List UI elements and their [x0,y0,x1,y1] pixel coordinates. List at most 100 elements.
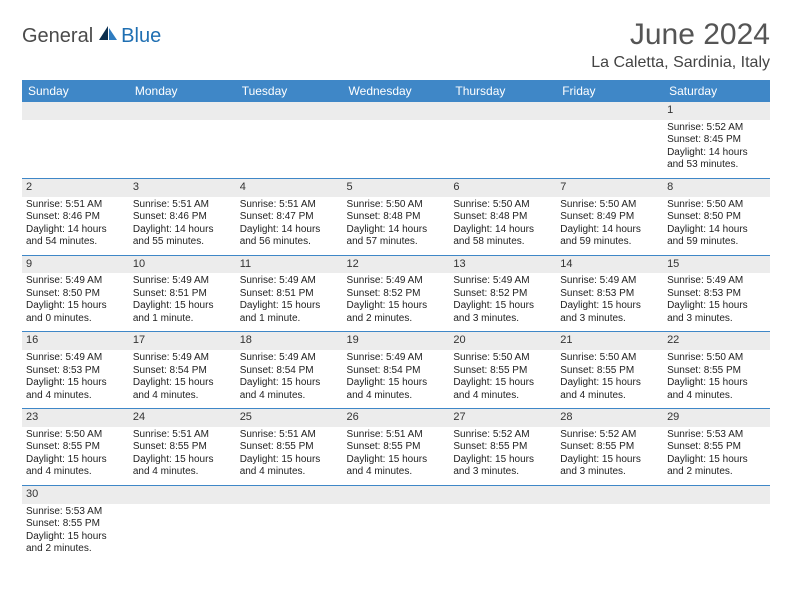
sunset-text: Sunset: 8:53 PM [26,365,125,378]
sunrise-text: Sunrise: 5:50 AM [453,199,552,212]
day-info-cell: Sunrise: 5:51 AMSunset: 8:47 PMDaylight:… [236,197,343,256]
sunrise-text: Sunrise: 5:50 AM [667,199,766,212]
sunset-text: Sunset: 8:55 PM [26,441,125,454]
day-info-cell: Sunrise: 5:51 AMSunset: 8:46 PMDaylight:… [129,197,236,256]
sunset-text: Sunset: 8:51 PM [240,288,339,301]
sunset-text: Sunset: 8:55 PM [667,441,766,454]
day-number-row: 16171819202122 [22,332,770,350]
day-info-cell: Sunrise: 5:51 AMSunset: 8:46 PMDaylight:… [22,197,129,256]
daylight-text: Daylight: 15 hours and 3 minutes. [453,454,552,479]
weekday-header: Monday [129,80,236,102]
weekday-header: Saturday [663,80,770,102]
daylight-text: Daylight: 15 hours and 4 minutes. [133,377,232,402]
day-number-cell: 8 [663,178,770,196]
calendar-table: Sunday Monday Tuesday Wednesday Thursday… [22,80,770,562]
day-info-row: Sunrise: 5:49 AMSunset: 8:53 PMDaylight:… [22,350,770,409]
day-number-cell: 27 [449,409,556,427]
day-number-cell: 16 [22,332,129,350]
daylight-text: Daylight: 15 hours and 4 minutes. [347,454,446,479]
sunset-text: Sunset: 8:55 PM [560,365,659,378]
day-info-cell: Sunrise: 5:49 AMSunset: 8:54 PMDaylight:… [343,350,450,409]
sunset-text: Sunset: 8:55 PM [26,518,125,531]
day-number-cell: 13 [449,255,556,273]
weekday-header-row: Sunday Monday Tuesday Wednesday Thursday… [22,80,770,102]
sunset-text: Sunset: 8:49 PM [560,211,659,224]
day-info-cell [129,504,236,562]
sunset-text: Sunset: 8:54 PM [133,365,232,378]
location: La Caletta, Sardinia, Italy [591,54,770,72]
day-number-cell: 22 [663,332,770,350]
sunset-text: Sunset: 8:52 PM [347,288,446,301]
day-number-cell: 6 [449,178,556,196]
sunrise-text: Sunrise: 5:52 AM [560,429,659,442]
day-info-cell: Sunrise: 5:51 AMSunset: 8:55 PMDaylight:… [343,427,450,486]
daylight-text: Daylight: 14 hours and 59 minutes. [560,224,659,249]
day-info-cell: Sunrise: 5:50 AMSunset: 8:49 PMDaylight:… [556,197,663,256]
day-info-cell: Sunrise: 5:49 AMSunset: 8:50 PMDaylight:… [22,273,129,332]
day-info-row: Sunrise: 5:50 AMSunset: 8:55 PMDaylight:… [22,427,770,486]
day-info-row: Sunrise: 5:51 AMSunset: 8:46 PMDaylight:… [22,197,770,256]
sunset-text: Sunset: 8:48 PM [347,211,446,224]
day-info-cell [556,120,663,179]
day-number-cell [236,102,343,120]
day-number-cell: 14 [556,255,663,273]
day-info-cell [449,504,556,562]
daylight-text: Daylight: 15 hours and 3 minutes. [667,300,766,325]
day-info-cell: Sunrise: 5:49 AMSunset: 8:51 PMDaylight:… [129,273,236,332]
sunset-text: Sunset: 8:53 PM [560,288,659,301]
sunrise-text: Sunrise: 5:49 AM [133,352,232,365]
sunset-text: Sunset: 8:47 PM [240,211,339,224]
daylight-text: Daylight: 14 hours and 55 minutes. [133,224,232,249]
sunset-text: Sunset: 8:53 PM [667,288,766,301]
sunset-text: Sunset: 8:45 PM [667,134,766,147]
weekday-header: Thursday [449,80,556,102]
day-info-cell: Sunrise: 5:49 AMSunset: 8:52 PMDaylight:… [343,273,450,332]
sunrise-text: Sunrise: 5:52 AM [667,122,766,135]
daylight-text: Daylight: 15 hours and 2 minutes. [667,454,766,479]
weekday-header: Wednesday [343,80,450,102]
day-info-cell [236,120,343,179]
sunset-text: Sunset: 8:55 PM [453,365,552,378]
day-number-cell: 23 [22,409,129,427]
sunrise-text: Sunrise: 5:50 AM [347,199,446,212]
month-title: June 2024 [591,18,770,52]
day-info-cell: Sunrise: 5:49 AMSunset: 8:54 PMDaylight:… [236,350,343,409]
day-info-cell [129,120,236,179]
day-info-cell [556,504,663,562]
daylight-text: Daylight: 15 hours and 3 minutes. [453,300,552,325]
sunset-text: Sunset: 8:54 PM [347,365,446,378]
sunrise-text: Sunrise: 5:50 AM [560,199,659,212]
day-number-cell: 29 [663,409,770,427]
day-number-cell [343,102,450,120]
day-number-cell: 10 [129,255,236,273]
day-info-cell: Sunrise: 5:50 AMSunset: 8:48 PMDaylight:… [449,197,556,256]
day-number-cell: 26 [343,409,450,427]
sunset-text: Sunset: 8:46 PM [133,211,232,224]
day-number-cell [556,102,663,120]
day-number-cell [663,485,770,503]
day-info-cell: Sunrise: 5:49 AMSunset: 8:53 PMDaylight:… [22,350,129,409]
day-info-cell: Sunrise: 5:49 AMSunset: 8:53 PMDaylight:… [663,273,770,332]
day-info-cell: Sunrise: 5:52 AMSunset: 8:55 PMDaylight:… [449,427,556,486]
day-info-cell: Sunrise: 5:49 AMSunset: 8:52 PMDaylight:… [449,273,556,332]
sunrise-text: Sunrise: 5:49 AM [26,275,125,288]
sunset-text: Sunset: 8:55 PM [667,365,766,378]
day-info-cell: Sunrise: 5:49 AMSunset: 8:51 PMDaylight:… [236,273,343,332]
sunrise-text: Sunrise: 5:51 AM [133,199,232,212]
daylight-text: Daylight: 15 hours and 4 minutes. [453,377,552,402]
sunrise-text: Sunrise: 5:52 AM [453,429,552,442]
sunrise-text: Sunrise: 5:49 AM [26,352,125,365]
sunrise-text: Sunrise: 5:51 AM [26,199,125,212]
day-info-cell [236,504,343,562]
day-number-cell: 15 [663,255,770,273]
day-info-cell [343,504,450,562]
day-info-cell: Sunrise: 5:50 AMSunset: 8:55 PMDaylight:… [22,427,129,486]
sunset-text: Sunset: 8:51 PM [133,288,232,301]
sunrise-text: Sunrise: 5:51 AM [240,199,339,212]
day-info-cell: Sunrise: 5:52 AMSunset: 8:45 PMDaylight:… [663,120,770,179]
day-number-cell: 7 [556,178,663,196]
sunrise-text: Sunrise: 5:51 AM [240,429,339,442]
day-number-cell [236,485,343,503]
sail-icon [97,24,119,48]
day-info-cell: Sunrise: 5:53 AMSunset: 8:55 PMDaylight:… [663,427,770,486]
